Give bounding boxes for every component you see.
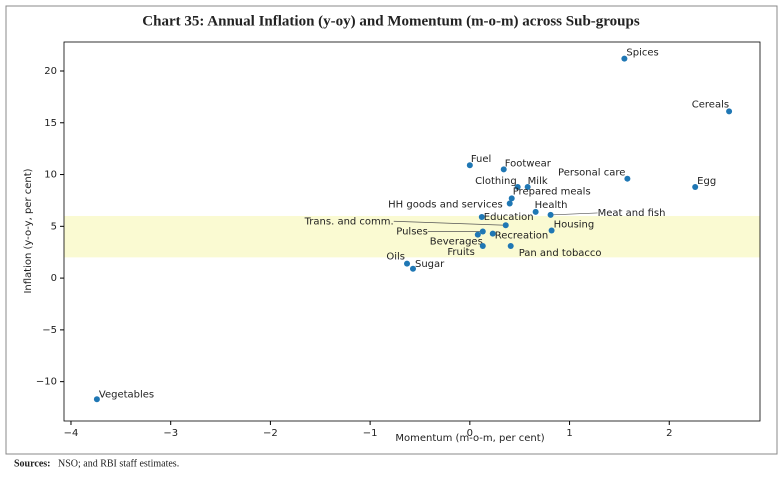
point (726, 108, 733, 115)
point-label: Clothing (475, 176, 517, 187)
point-label: Vegetables (99, 389, 154, 400)
point (507, 242, 514, 249)
plot-frame (63, 41, 761, 422)
point (532, 208, 539, 215)
highlight-band (64, 215, 760, 258)
point (409, 265, 416, 272)
point (404, 260, 411, 267)
point (548, 227, 555, 234)
point-label: Sugar (415, 259, 445, 270)
y-tick-label: −10 (36, 377, 57, 388)
x-tick-label: −2 (263, 428, 278, 439)
x-tick-label: −1 (363, 428, 378, 439)
y-tick-label: 5 (51, 221, 57, 232)
leader-line (393, 220, 506, 226)
source-text: NSO; and RBI staff estimates. (58, 458, 179, 469)
chart-title: Chart 35: Annual Inflation (y-oy) and Mo… (142, 13, 640, 29)
point-label: Fruits (447, 247, 474, 258)
point-label: Pan and tobacco (519, 248, 602, 259)
point (479, 242, 486, 249)
point (466, 162, 473, 169)
y-axis-label: Inflation (y-o-y, per cent) (23, 168, 34, 293)
point-label: HH goods and services (388, 200, 503, 211)
point (621, 55, 628, 62)
x-tick-label: 0 (467, 428, 473, 439)
point (508, 195, 515, 202)
x-tick-label: 1 (566, 428, 572, 439)
y-tick-label: 15 (44, 118, 57, 129)
point (474, 231, 481, 238)
point (514, 183, 521, 190)
point-label: Footwear (505, 158, 552, 169)
point-label: Meat and fish (598, 208, 666, 219)
chart-border (5, 5, 778, 455)
point-label: Cereals (692, 99, 729, 110)
point (524, 183, 531, 190)
point-label: Health (535, 200, 568, 211)
point-label: Fuel (471, 154, 491, 165)
point (93, 396, 100, 403)
y-tick-label: 10 (44, 170, 57, 181)
point (500, 166, 507, 173)
point-label: Recreation (495, 231, 548, 242)
point (489, 230, 496, 237)
point-label: Milk (528, 176, 548, 187)
point (547, 211, 554, 218)
point-label: Beverages (430, 237, 483, 248)
point-label: Housing (554, 219, 595, 230)
point-label: Egg (697, 176, 716, 187)
point-label: Education (484, 212, 534, 223)
point-label: Trans. and comm. (304, 216, 394, 227)
source-label: Sources: (14, 458, 50, 469)
point-label: Spices (626, 48, 658, 59)
x-tick-label: −4 (64, 428, 79, 439)
y-tick-label: 0 (51, 273, 57, 284)
point (624, 175, 631, 182)
point-label: Personal care (558, 168, 625, 179)
point (479, 228, 486, 235)
point (478, 214, 485, 221)
point (506, 200, 513, 207)
x-axis-label: Momentum (m-o-m, per cent) (395, 433, 544, 444)
x-tick-label: −3 (163, 428, 178, 439)
point (502, 222, 509, 229)
leader-line (550, 212, 598, 216)
y-tick-label: 20 (44, 66, 57, 77)
x-tick-label: 2 (666, 428, 672, 439)
point-label: Oils (386, 252, 405, 263)
point (692, 183, 699, 190)
y-tick-label: −5 (42, 325, 57, 336)
point-label: Prepared meals (513, 186, 591, 197)
point-label: Pulses (396, 227, 428, 238)
